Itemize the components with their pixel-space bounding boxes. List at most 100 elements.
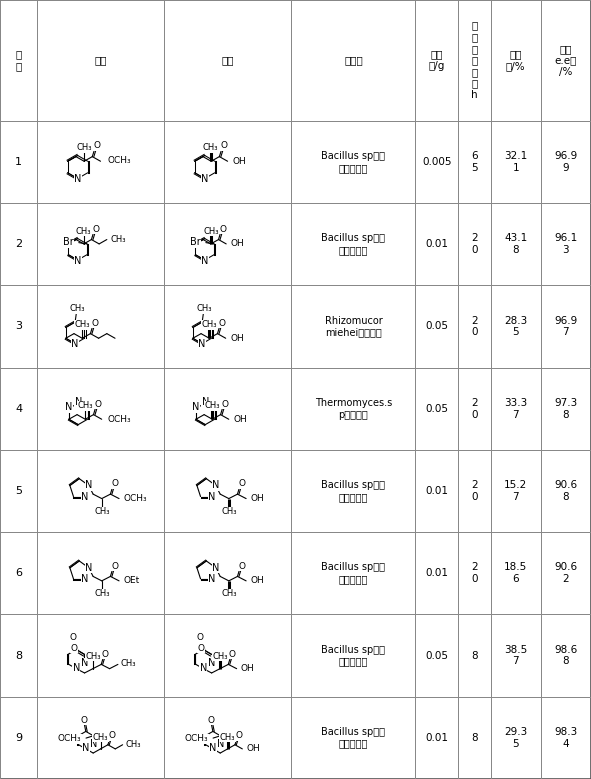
Bar: [37, 615, 164, 696]
Text: 2: 2: [15, 239, 22, 249]
Text: 18.5
6: 18.5 6: [504, 562, 527, 584]
Text: 2
0: 2 0: [471, 398, 478, 420]
Text: Thermomyces.s
p（酶液）: Thermomyces.s p（酶液）: [315, 398, 392, 420]
Text: 96.1
3: 96.1 3: [554, 234, 577, 255]
Text: CH₃: CH₃: [74, 320, 90, 330]
Text: CH₃: CH₃: [196, 305, 212, 313]
Text: O: O: [102, 650, 109, 659]
Bar: [415, 696, 458, 779]
Text: N: N: [82, 574, 89, 583]
Text: OH: OH: [230, 333, 244, 343]
Bar: [541, 368, 591, 450]
Text: 29.3
5: 29.3 5: [504, 727, 527, 749]
Bar: [164, 532, 291, 615]
Text: N: N: [201, 174, 209, 184]
Text: 28.3
5: 28.3 5: [504, 315, 527, 337]
Bar: [37, 203, 164, 285]
Bar: [37, 285, 164, 368]
Text: N: N: [201, 256, 209, 266]
Text: 产物: 产物: [222, 55, 234, 65]
Bar: [37, 368, 164, 450]
Bar: [491, 0, 541, 121]
Bar: [415, 0, 458, 121]
Bar: [541, 450, 591, 532]
Bar: [541, 0, 591, 121]
Text: Br: Br: [190, 238, 201, 248]
Bar: [491, 285, 541, 368]
Text: CH₃: CH₃: [85, 652, 100, 661]
Text: 0.005: 0.005: [422, 157, 452, 167]
Text: CH₃: CH₃: [94, 507, 109, 516]
Text: CH₃: CH₃: [212, 652, 228, 661]
Bar: [291, 450, 415, 532]
Text: 96.9
7: 96.9 7: [554, 315, 577, 337]
Bar: [541, 203, 591, 285]
Text: N: N: [72, 339, 79, 349]
Text: N: N: [90, 739, 97, 749]
Text: N: N: [82, 492, 89, 502]
Bar: [541, 615, 591, 696]
Text: OCH₃: OCH₃: [108, 414, 131, 424]
Text: N: N: [74, 174, 82, 184]
Bar: [0, 450, 37, 532]
Text: O: O: [229, 650, 236, 659]
Text: N: N: [209, 492, 216, 502]
Text: N: N: [208, 658, 215, 668]
Bar: [291, 615, 415, 696]
Text: N: N: [209, 743, 216, 753]
Text: CH₃: CH₃: [77, 401, 93, 411]
Text: CH₃: CH₃: [93, 733, 108, 742]
Text: OH: OH: [251, 494, 264, 503]
Text: 6: 6: [15, 569, 22, 578]
Text: CH₃: CH₃: [121, 659, 137, 668]
Text: Bacillus sp（冻
干粉制剂）: Bacillus sp（冻 干粉制剂）: [322, 480, 385, 502]
Text: O: O: [235, 731, 242, 740]
Bar: [0, 368, 37, 450]
Text: OH: OH: [251, 576, 264, 585]
Text: CH₃: CH₃: [203, 227, 219, 235]
Text: OCH₃: OCH₃: [185, 734, 209, 743]
Text: 酶用
量/g: 酶用 量/g: [428, 50, 445, 71]
Text: 酶来源: 酶来源: [344, 55, 363, 65]
Text: 转化
率/%: 转化 率/%: [506, 50, 525, 71]
Text: OCH₃: OCH₃: [108, 157, 131, 165]
Text: N: N: [74, 397, 82, 407]
Text: Bacillus sp（冻
干粉制剂）: Bacillus sp（冻 干粉制剂）: [322, 727, 385, 749]
Text: O: O: [70, 633, 77, 642]
Text: 恒
温
搅
拌
时
间
h: 恒 温 搅 拌 时 间 h: [471, 20, 478, 100]
Text: CH₃: CH₃: [204, 401, 220, 411]
Bar: [458, 450, 491, 532]
Text: Bacillus sp（冻
干粉制剂）: Bacillus sp（冻 干粉制剂）: [322, 562, 385, 584]
Bar: [458, 368, 491, 450]
Text: N: N: [85, 562, 92, 573]
Text: N: N: [192, 402, 200, 412]
Text: O: O: [222, 400, 228, 409]
Bar: [458, 121, 491, 203]
Bar: [164, 696, 291, 779]
Text: N: N: [209, 574, 216, 583]
Text: N: N: [200, 663, 207, 673]
Text: O: O: [108, 731, 115, 740]
Text: OH: OH: [246, 745, 260, 753]
Text: CH₃: CH₃: [111, 234, 126, 244]
Bar: [541, 121, 591, 203]
Text: O: O: [111, 479, 118, 488]
Text: 98.6
8: 98.6 8: [554, 645, 577, 666]
Text: OEt: OEt: [124, 576, 139, 585]
Text: O: O: [93, 141, 100, 150]
Text: CH₃: CH₃: [125, 740, 141, 749]
Bar: [0, 203, 37, 285]
Text: O: O: [91, 319, 98, 328]
Bar: [164, 203, 291, 285]
Text: Bacillus sp（冻
干粉制剂）: Bacillus sp（冻 干粉制剂）: [322, 234, 385, 255]
Text: 38.5
7: 38.5 7: [504, 645, 527, 666]
Text: 0.01: 0.01: [426, 239, 448, 249]
Text: O: O: [219, 225, 226, 234]
Text: 2
0: 2 0: [471, 480, 478, 502]
Text: 0.01: 0.01: [426, 733, 448, 743]
Bar: [491, 615, 541, 696]
Text: OCH₃: OCH₃: [124, 494, 147, 503]
Bar: [541, 285, 591, 368]
Text: OH: OH: [241, 664, 255, 673]
Text: 90.6
2: 90.6 2: [554, 562, 577, 584]
